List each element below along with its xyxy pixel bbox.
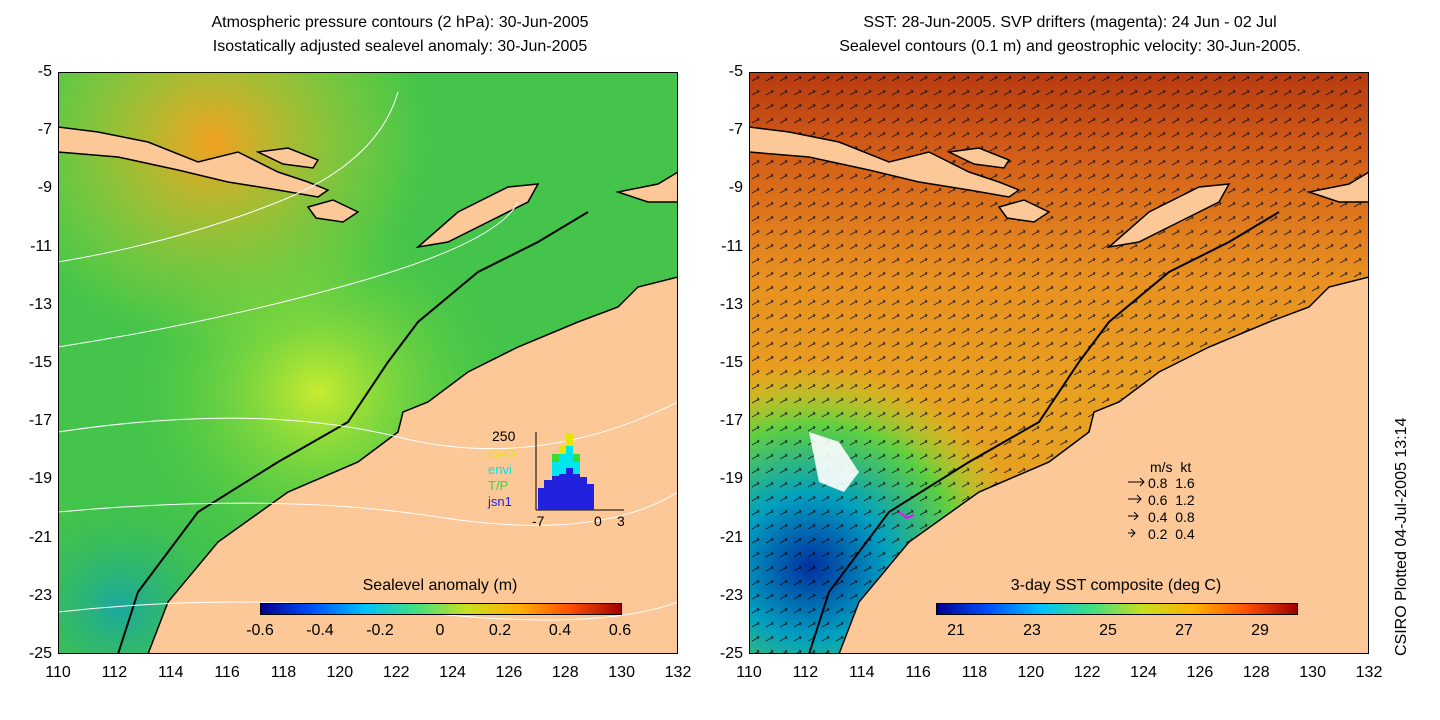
lon-tick: 126 — [495, 664, 523, 681]
lat-tick: -17 — [28, 412, 52, 430]
lat-tick: -23 — [28, 586, 52, 604]
velocity-arrow-icon — [1126, 526, 1148, 542]
velocity-legend-value: 0.2 0.4 — [1148, 526, 1195, 542]
lat-tick: -21 — [28, 528, 52, 546]
lat-tick: -15 — [28, 354, 52, 371]
lon-tick: 128 — [1242, 664, 1270, 681]
velocity-legend-header: m/s kt — [1150, 459, 1192, 475]
left-title-line2: Isostatically adjusted sealevel anomaly:… — [212, 38, 588, 55]
credit-text: CSIRO Plotted 04-Jul-2005 13:14 — [1393, 417, 1410, 656]
lon-tick: 124 — [1130, 664, 1157, 681]
right-colorbar-label: 3-day SST composite (deg C) — [1010, 577, 1222, 594]
lat-tick: -7 — [728, 121, 743, 139]
lat-tick: -19 — [28, 470, 52, 488]
lon-tick: 132 — [664, 664, 692, 681]
lon-tick: 122 — [1073, 664, 1101, 681]
lon-tick: 132 — [1355, 664, 1383, 681]
colorbar-tick: -0.6 — [246, 622, 274, 639]
lat-tick: -11 — [30, 237, 52, 255]
inset-xtick-0: -7 — [532, 513, 545, 529]
lat-tick: -21 — [719, 528, 743, 546]
lon-tick: 116 — [214, 664, 240, 681]
colorbar-tick: 0 — [435, 622, 445, 639]
lat-tick: -9 — [37, 179, 52, 197]
inset-legend-entry: jsn1 — [488, 494, 512, 509]
left-title-line1: Atmospheric pressure contours (2 hPa): 3… — [211, 14, 589, 31]
lat-tick: -11 — [721, 237, 743, 255]
velocity-arrow-icon — [1126, 509, 1148, 525]
velocity-arrow-icon — [1126, 492, 1148, 508]
lon-tick: 112 — [792, 664, 819, 681]
lat-tick: -5 — [37, 63, 52, 80]
colorbar-tick: -0.4 — [306, 622, 334, 639]
left-colorbar-label: Sealevel anomaly (m) — [362, 577, 518, 594]
colorbar-tick: 23 — [1023, 622, 1041, 639]
lat-tick: -23 — [719, 586, 743, 604]
lat-tick: -13 — [28, 295, 52, 313]
lon-tick: 130 — [608, 664, 635, 681]
lon-tick: 120 — [1017, 664, 1045, 681]
velocity-legend-value: 0.8 1.6 — [1148, 475, 1195, 491]
lon-tick: 110 — [736, 664, 762, 681]
lon-tick: 124 — [439, 664, 466, 681]
colorbar-tick: 0.4 — [548, 622, 572, 639]
lat-tick: -19 — [719, 470, 743, 488]
lon-tick: 118 — [270, 664, 297, 681]
sst-map — [749, 72, 1369, 654]
colorbar-tick: 0.2 — [488, 622, 512, 639]
lat-tick: -5 — [728, 63, 743, 80]
lon-tick: 122 — [382, 664, 410, 681]
colorbar-tick: 0.6 — [608, 622, 632, 639]
lon-tick: 116 — [905, 664, 931, 681]
lat-tick: -25 — [719, 645, 743, 662]
colorbar-tick: 27 — [1175, 622, 1193, 639]
lon-tick: 112 — [101, 664, 128, 681]
lon-tick: 120 — [326, 664, 354, 681]
inset-legend-entry: T/P — [488, 478, 509, 493]
lat-tick: -17 — [719, 412, 743, 430]
lon-tick: 114 — [157, 664, 184, 681]
velocity-legend-row: 0.2 0.4 — [1126, 526, 1195, 542]
velocity-legend-row: 0.6 1.2 — [1126, 492, 1195, 508]
lat-tick: -15 — [719, 354, 743, 371]
right-title-line1: SST: 28-Jun-2005. SVP drifters (magenta)… — [863, 14, 1277, 31]
velocity-legend-value: 0.6 1.2 — [1148, 492, 1195, 508]
colorbar-tick: 29 — [1251, 622, 1269, 639]
velocity-arrow-icon — [1126, 475, 1148, 491]
lon-tick: 128 — [551, 664, 579, 681]
right-title-line2: Sealevel contours (0.1 m) and geostrophi… — [839, 38, 1301, 55]
left-colorbar — [260, 603, 622, 615]
lon-tick: 118 — [961, 664, 988, 681]
lat-tick: -7 — [37, 121, 52, 139]
right-colorbar — [936, 603, 1298, 615]
inset-legend-entry: GFO — [488, 446, 517, 461]
inset-legend-entry: envi — [488, 462, 512, 477]
sealevel-anomaly-map — [58, 72, 678, 654]
lat-tick: -13 — [719, 295, 743, 313]
lat-tick: -25 — [28, 645, 52, 662]
lon-tick: 130 — [1299, 664, 1326, 681]
colorbar-tick: -0.2 — [366, 622, 394, 639]
inset-xtick-2: 3 — [617, 513, 625, 529]
lon-tick: 126 — [1186, 664, 1214, 681]
inset-ymax-label: 250 — [492, 428, 516, 444]
lat-tick: -9 — [728, 179, 743, 197]
lon-tick: 114 — [848, 664, 875, 681]
inset-histogram — [535, 432, 624, 511]
velocity-legend-row: 0.8 1.6 — [1126, 475, 1195, 491]
inset-xtick-1: 0 — [594, 513, 602, 529]
colorbar-tick: 25 — [1099, 622, 1117, 639]
lon-tick: 110 — [45, 664, 71, 681]
colorbar-tick: 21 — [947, 622, 965, 639]
velocity-legend-row: 0.4 0.8 — [1126, 509, 1195, 525]
velocity-legend-value: 0.4 0.8 — [1148, 509, 1195, 525]
